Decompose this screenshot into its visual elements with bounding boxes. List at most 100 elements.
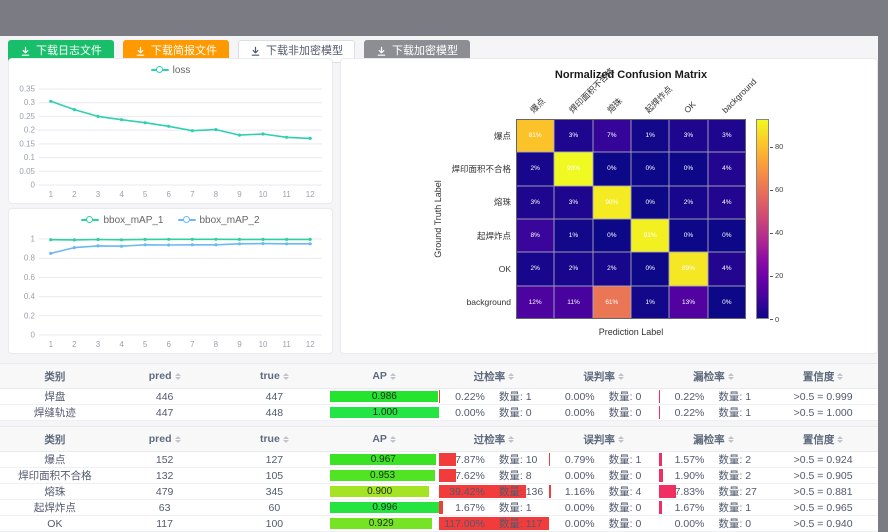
ap-cell: 0.967 — [329, 452, 439, 468]
rate-text: 0.00%数量: 0 — [549, 500, 659, 515]
svg-text:5: 5 — [143, 340, 148, 349]
true-cell: 60 — [220, 500, 330, 516]
column-header[interactable]: AP — [329, 427, 439, 452]
rate-count: 数量: 2 — [718, 468, 764, 483]
ap-bar: 0.953 — [330, 470, 435, 481]
sort-down-caret — [283, 377, 289, 380]
cm-col-label: 起焊炸点 — [643, 84, 674, 115]
ap-cell: 0.929 — [329, 516, 439, 532]
rate-count: 数量: 0 — [609, 468, 655, 483]
rate-percent: 39.42% — [443, 486, 485, 498]
svg-text:9: 9 — [237, 190, 242, 199]
cm-cell: 0% — [669, 152, 707, 185]
svg-text:6: 6 — [166, 340, 171, 349]
svg-text:6: 6 — [166, 190, 171, 199]
column-header[interactable]: 漏检率 — [659, 427, 769, 452]
misjudge-rate-cell: 0.00%数量: 0 — [549, 516, 659, 532]
sort-icon — [837, 436, 843, 443]
cm-cell: 1% — [631, 286, 669, 319]
pred-cell: 446 — [110, 389, 220, 405]
rate-count: 数量: 27 — [718, 484, 764, 499]
column-header[interactable]: 置信度 — [768, 427, 878, 452]
column-header-label: true — [260, 370, 280, 382]
cm-cell: 3% — [669, 119, 707, 152]
rate-percent: 7.83% — [662, 486, 704, 498]
cm-cell-value: 2% — [684, 199, 693, 206]
legend-item[interactable]: bbox_mAP_1 — [81, 215, 163, 226]
cm-cell-value: 93% — [567, 165, 580, 172]
cm-cell-value: 12% — [529, 299, 542, 306]
column-header[interactable]: 漏检率 — [659, 364, 769, 389]
rate-text: 1.57% 数量: 2 — [659, 452, 769, 467]
cm-cell: 8% — [516, 219, 554, 252]
column-header-label: 过检率 — [474, 434, 506, 446]
ap-cell: 1.000 — [329, 405, 439, 421]
loss-chart-legend: loss — [9, 59, 332, 81]
svg-text:2: 2 — [72, 340, 77, 349]
rate-text: 39.42%数量: 136 — [439, 484, 549, 499]
column-header[interactable]: 过检率 — [439, 427, 549, 452]
rate-text: 1.90%数量: 2 — [659, 468, 769, 483]
column-header[interactable]: pred — [110, 427, 220, 452]
rate-text: 0.00%数量: 0 — [549, 468, 659, 483]
sort-down-caret — [618, 440, 624, 443]
svg-text:0.8: 0.8 — [24, 254, 36, 263]
column-header[interactable]: true — [220, 364, 330, 389]
cm-col-label: OK — [681, 99, 697, 115]
pred-cell: 132 — [110, 468, 220, 484]
cm-cell-value: 4% — [722, 199, 731, 206]
column-header[interactable]: AP — [329, 364, 439, 389]
legend-marker-ring — [183, 216, 190, 223]
rate-count: 数量: 2 — [718, 452, 764, 467]
sort-icon — [175, 436, 181, 443]
confusion-matrix: Normalized Confusion Matrix Ground Truth… — [341, 59, 877, 353]
column-header-label: 误判率 — [583, 434, 615, 446]
legend-item[interactable]: bbox_mAP_2 — [178, 215, 260, 226]
rate-count: 数量: 1 — [718, 405, 764, 420]
legend-item[interactable]: loss — [151, 65, 191, 76]
rate-percent: 1.57% — [662, 454, 704, 466]
column-header[interactable]: 过检率 — [439, 364, 549, 389]
rate-text: 0.79%数量: 1 — [549, 452, 659, 467]
over-detect-rate-cell: 39.42%数量: 136 — [439, 484, 549, 500]
pred-cell: 447 — [110, 405, 220, 421]
legend-marker — [178, 216, 196, 224]
sort-down-caret — [728, 377, 734, 380]
cm-cell: 91% — [631, 219, 669, 252]
column-header[interactable]: true — [220, 427, 330, 452]
confusion-matrix-xlabel: Prediction Label — [516, 327, 746, 337]
class-name-cell: 爆点 — [0, 452, 110, 468]
sort-up-caret — [837, 373, 843, 376]
svg-text:4: 4 — [119, 340, 124, 349]
svg-text:0.35: 0.35 — [19, 85, 35, 94]
rate-percent: 0.00% — [662, 518, 704, 530]
rate-count: 数量: 1 — [609, 452, 655, 467]
ap-bar: 0.900 — [330, 486, 429, 497]
misjudge-rate-cell: 0.00%数量: 0 — [549, 468, 659, 484]
column-header[interactable]: 误判率 — [549, 427, 659, 452]
column-header-label: AP — [372, 433, 387, 445]
column-header[interactable]: 误判率 — [549, 364, 659, 389]
column-header[interactable]: pred — [110, 364, 220, 389]
class-name-cell: 熔珠 — [0, 484, 110, 500]
sort-down-caret — [175, 440, 181, 443]
miss-rate-cell: 1.67%数量: 1 — [659, 500, 769, 516]
class-name-cell: 起焊炸点 — [0, 500, 110, 516]
class-name-cell: 焊缝轨迹 — [0, 405, 110, 421]
rate-text: 117.00%数量: 117 — [439, 516, 549, 531]
rate-text: 0.00%数量: 0 — [549, 516, 659, 531]
colorbar-tick — [770, 233, 773, 234]
column-header-label: 置信度 — [803, 371, 835, 383]
over-detect-rate-cell: 7.62%数量: 8 — [439, 468, 549, 484]
misjudge-rate-cell: 1.16%数量: 4 — [549, 484, 659, 500]
svg-text:1: 1 — [49, 190, 54, 199]
column-header[interactable]: 置信度 — [768, 364, 878, 389]
